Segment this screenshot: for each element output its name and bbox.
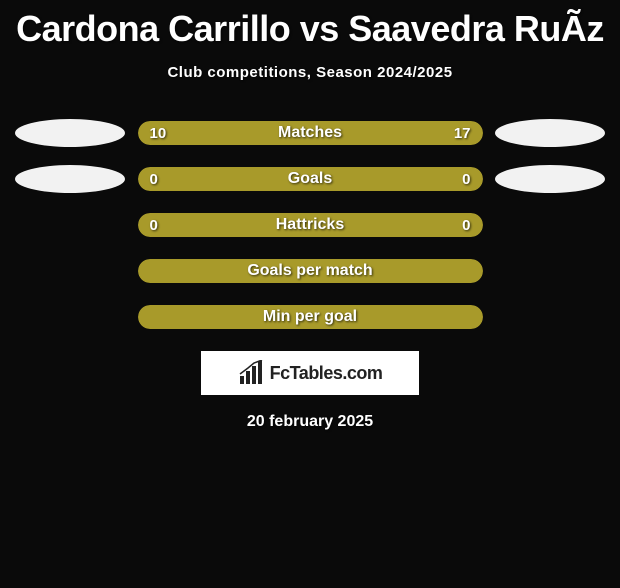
stat-row: Goals per match	[10, 259, 610, 283]
logo-text: FcTables.com	[270, 363, 383, 384]
stat-label: Goals	[138, 167, 483, 191]
stat-label: Matches	[138, 121, 483, 145]
stat-value-left: 0	[150, 213, 158, 237]
player-avatar-left	[15, 165, 125, 193]
player-avatar-right	[495, 119, 605, 147]
stat-row: Goals0 0	[10, 167, 610, 191]
source-logo[interactable]: FcTables.com	[201, 351, 419, 395]
stat-bar: Goals0 0	[138, 167, 483, 191]
stat-bar: Hattricks0 0	[138, 213, 483, 237]
stat-value-left: 0	[150, 167, 158, 191]
page-title: Cardona Carrillo vs Saavedra RuÃ­z	[10, 8, 610, 50]
stats-list: Matches1017Goals00Hattricks00Goals per m…	[10, 121, 610, 329]
player-avatar-left	[15, 119, 125, 147]
stat-value-right: 0	[462, 167, 470, 191]
stat-bar: Min per goal	[138, 305, 483, 329]
subtitle: Club competitions, Season 2024/2025	[10, 64, 610, 81]
player-avatar-right	[495, 165, 605, 193]
chart-bars-icon	[238, 360, 264, 386]
stat-value-right: 17	[454, 121, 471, 145]
comparison-card: Cardona Carrillo vs Saavedra RuÃ­z Club …	[0, 8, 620, 431]
stat-row: Min per goal	[10, 305, 610, 329]
stat-value-right: 0	[462, 213, 470, 237]
stat-label: Min per goal	[138, 305, 483, 329]
stat-bar: Matches10 17	[138, 121, 483, 145]
stat-row: Hattricks0 0	[10, 213, 610, 237]
stat-value-left: 10	[150, 121, 167, 145]
snapshot-date: 20 february 2025	[10, 413, 610, 431]
stat-row: Matches10 17	[10, 121, 610, 145]
stat-label: Hattricks	[138, 213, 483, 237]
stat-label: Goals per match	[138, 259, 483, 283]
stat-bar: Goals per match	[138, 259, 483, 283]
